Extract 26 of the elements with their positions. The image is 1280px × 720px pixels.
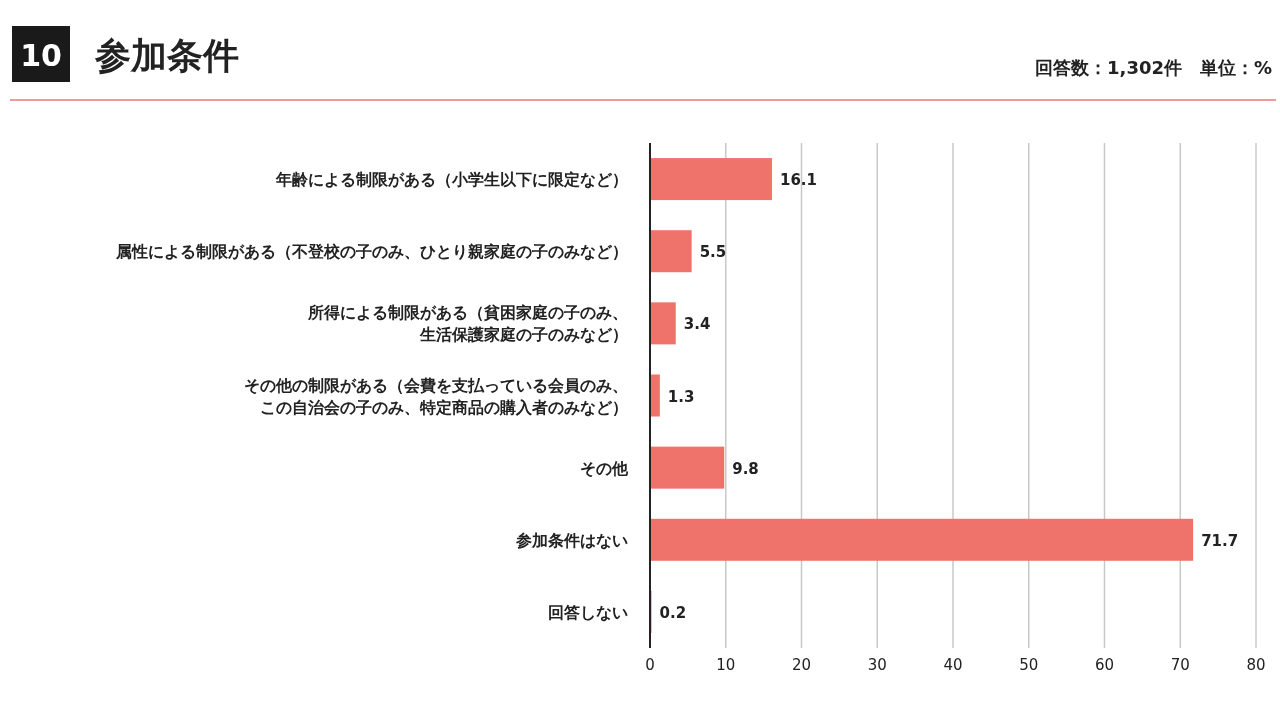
data-label: 0.2 [659, 603, 687, 622]
x-tick-label: 30 [867, 656, 887, 674]
x-tick-label: 80 [1246, 656, 1266, 674]
x-tick-label: 50 [1019, 656, 1039, 674]
y-tick-label: 回答しない [548, 602, 628, 622]
data-label: 3.4 [683, 315, 711, 334]
y-tick-label: その他の制限がある（会費を支払っている会員のみ、この自治会の子のみ、特定商品の購入者のみなど） [244, 375, 628, 417]
y-tick-label: その他 [580, 458, 629, 478]
text: 回答数：1,302件 単位：% [1035, 57, 1272, 78]
text: 参加条件 [94, 35, 239, 76]
data-label: 1.3 [667, 387, 695, 406]
y-tick-label: 属性による制限がある（不登校の子のみ、ひとり親家庭の子のみなど） [115, 242, 628, 262]
data-label: 9.8 [732, 459, 759, 478]
x-tick-label: 0 [645, 656, 655, 674]
y-tick-label: 所得による制限がある（貧困家庭の子のみ、生活保護家庭の子のみなど） [307, 303, 628, 345]
x-tick-label: 60 [1094, 656, 1115, 674]
y-tick-label: 参加条件はない [515, 530, 628, 550]
data-label: 16.1 [779, 171, 817, 190]
x-tick-label: 10 [716, 656, 736, 674]
x-tick-label: 40 [943, 656, 963, 674]
badge: 10 [12, 26, 70, 82]
x-tick-label: 20 [791, 656, 812, 674]
y-tick-label: 年齢による制限がある（小学生以下に限定など） [275, 170, 628, 190]
x-tick-label: 70 [1170, 656, 1190, 674]
data-label: 71.7 [1201, 531, 1239, 550]
data-label: 5.5 [699, 243, 727, 262]
